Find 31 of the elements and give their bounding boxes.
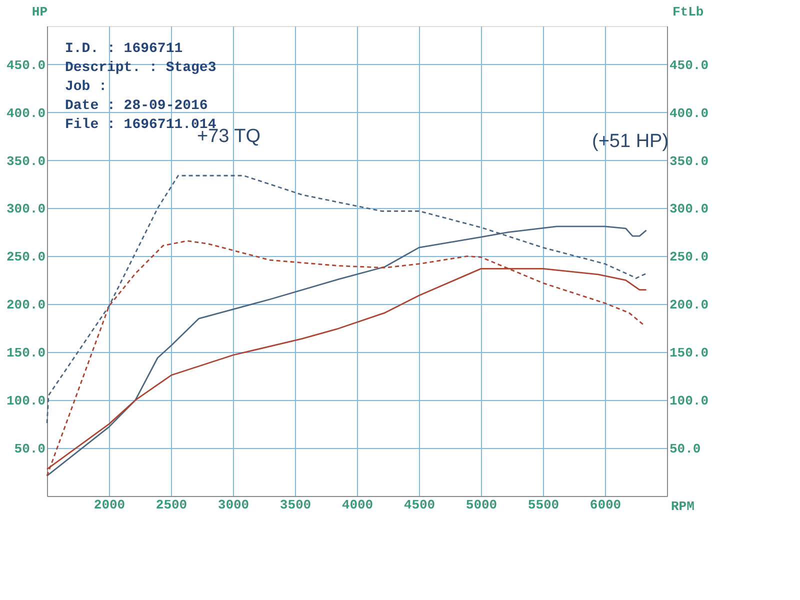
x-tick-label: 5500 (528, 498, 560, 512)
y2-tick-label: 200.0 (670, 298, 709, 313)
annotation: Job : (65, 79, 108, 95)
y-tick-label: 350.0 (6, 154, 46, 169)
y-tick-label: 50.0 (14, 442, 46, 457)
y-axis-title: HP (32, 4, 48, 20)
y2-axis-title: FtLb (672, 4, 704, 20)
x-tick-label: 4500 (404, 498, 436, 512)
x-tick-label: 4000 (342, 498, 374, 512)
x-tick-label: 3000 (218, 498, 250, 512)
y2-tick-label: 400.0 (670, 106, 709, 121)
y2-tick-label: 100.0 (670, 394, 709, 409)
y-tick-label: 300.0 (6, 202, 46, 217)
y2-tick-label: 300.0 (670, 202, 709, 217)
y-tick-label: 250.0 (6, 250, 46, 265)
y2-tick-label: 50.0 (670, 442, 701, 457)
y-tick-label: 150.0 (6, 346, 46, 361)
x-tick-label: 2000 (94, 498, 126, 512)
x-tick-label: 2500 (156, 498, 188, 512)
x-tick-label: 5000 (466, 498, 498, 512)
y-tick-label: 400.0 (6, 106, 46, 121)
y-tick-label: 450.0 (6, 58, 46, 73)
x-axis-title: RPM (671, 499, 695, 514)
y2-tick-label: 250.0 (670, 250, 709, 265)
x-tick-label: 6000 (590, 498, 622, 512)
y2-tick-label: 150.0 (670, 346, 709, 361)
y2-tick-label: 450.0 (670, 58, 709, 73)
y2-tick-label: 350.0 (670, 154, 709, 169)
y-tick-label: 100.0 (6, 394, 46, 409)
y-tick-label: 200.0 (6, 298, 46, 313)
x-tick-label: 3500 (280, 498, 312, 512)
